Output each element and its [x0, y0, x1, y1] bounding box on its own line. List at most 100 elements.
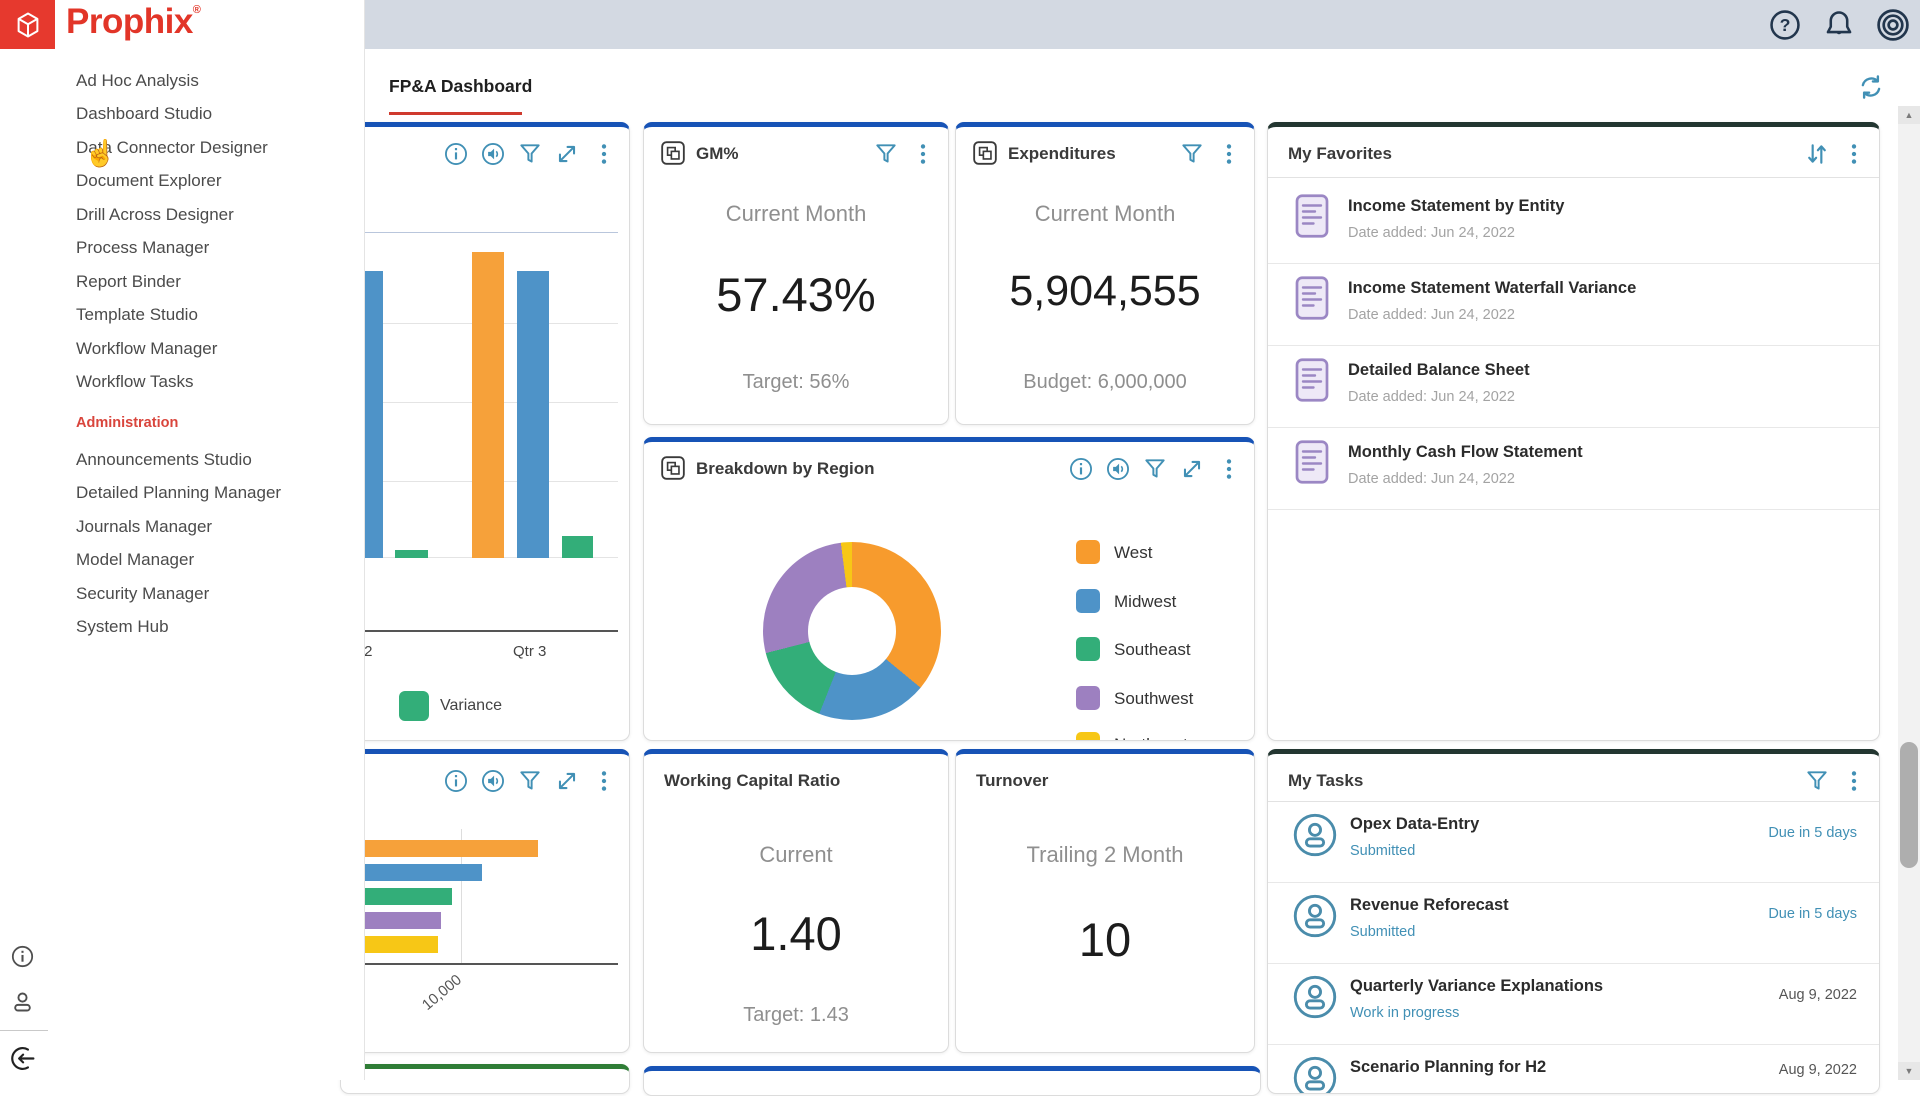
card-title: My Tasks — [1288, 771, 1363, 791]
sidebar-footer-divider — [0, 1030, 48, 1031]
sidebar-item-announcements-studio[interactable]: Announcements Studio — [76, 443, 356, 477]
task-item[interactable]: Scenario Planning for H2 Aug 9, 2022 — [1268, 1044, 1879, 1094]
filter-icon[interactable] — [1179, 141, 1205, 167]
sidebar-item-journals-manager[interactable]: Journals Manager — [76, 510, 356, 544]
card-title: Turnover — [976, 771, 1048, 791]
sidebar-item-document-explorer[interactable]: Document Explorer — [76, 165, 356, 199]
expand-icon[interactable] — [554, 141, 580, 167]
sidebar-item-process-manager[interactable]: Process Manager — [76, 232, 356, 266]
sidebar-item-detailed-planning-manager[interactable]: Detailed Planning Manager — [76, 477, 356, 511]
sort-icon[interactable] — [1804, 141, 1830, 167]
card-title: Working Capital Ratio — [664, 771, 840, 791]
audio-icon[interactable] — [480, 141, 506, 167]
info-icon[interactable] — [443, 141, 469, 167]
sidebar-item-model-manager[interactable]: Model Manager — [76, 544, 356, 578]
tab-active-underline — [389, 112, 522, 115]
kpi-target: Target: 56% — [644, 371, 948, 394]
legend-swatch-midwest — [1076, 589, 1100, 613]
kpi-period: Current — [644, 842, 948, 868]
audio-icon[interactable] — [1105, 456, 1131, 482]
info-icon[interactable] — [1068, 456, 1094, 482]
x-tick-10000: 10,000 — [419, 971, 465, 1014]
x-axis-line — [341, 630, 618, 632]
kebab-menu-icon[interactable] — [591, 141, 617, 167]
filter-icon[interactable] — [873, 141, 899, 167]
filter-icon[interactable] — [517, 141, 543, 167]
expand-icon[interactable] — [554, 768, 580, 794]
sidebar-item-security-manager[interactable]: Security Manager — [76, 577, 356, 611]
kebab-menu-icon[interactable] — [1841, 141, 1867, 167]
prophix-logo-box[interactable] — [0, 0, 55, 49]
filter-icon[interactable] — [517, 768, 543, 794]
legend-swatch-southwest — [1076, 686, 1100, 710]
sidebar-item-workflow-tasks[interactable]: Workflow Tasks — [76, 366, 356, 400]
kpi-value: 1.40 — [644, 906, 948, 961]
sidebar-nav: Ad Hoc Analysis Dashboard Studio Data Co… — [76, 64, 356, 399]
favorite-item[interactable]: Income Statement by Entity Date added: J… — [1268, 181, 1879, 263]
info-icon[interactable] — [10, 944, 35, 969]
kebab-menu-icon[interactable] — [1841, 768, 1867, 794]
task-title: Opex Data-Entry — [1350, 815, 1479, 834]
legend-label-variance: Variance — [440, 697, 502, 715]
favorite-item[interactable]: Detailed Balance Sheet Date added: Jun 2… — [1268, 345, 1879, 427]
filter-icon[interactable] — [1142, 456, 1168, 482]
filter-icon[interactable] — [1804, 768, 1830, 794]
kpi-period: Trailing 2 Month — [956, 842, 1254, 868]
scroll-up-button[interactable]: ▲ — [1898, 106, 1920, 124]
sidebar-item-ad-hoc-analysis[interactable]: Ad Hoc Analysis — [76, 64, 356, 98]
user-icon[interactable] — [9, 988, 36, 1015]
card-title: My Favorites — [1288, 144, 1392, 164]
task-due: Aug 9, 2022 — [1779, 1062, 1857, 1078]
gm-kpi-card: GM% Current Month 57.43% Target: 56% — [643, 122, 949, 425]
legend-label-northeast: Northeast — [1114, 735, 1188, 741]
scroll-down-button[interactable]: ▼ — [1898, 1062, 1920, 1080]
pages-icon — [660, 455, 686, 481]
hand-cursor: ☝ — [84, 138, 116, 169]
favorite-date: Date added: Jun 24, 2022 — [1348, 225, 1515, 241]
hbar-plot — [341, 840, 618, 953]
task-item[interactable]: Quarterly Variance Explanations Work in … — [1268, 963, 1879, 1044]
task-item[interactable]: Revenue Reforecast Submitted Due in 5 da… — [1268, 882, 1879, 963]
sidebar-item-report-binder[interactable]: Report Binder — [76, 265, 356, 299]
audio-icon[interactable] — [480, 768, 506, 794]
report-doc-icon — [1294, 275, 1330, 321]
legend-label-west: West — [1114, 543, 1152, 563]
sidebar-item-dashboard-studio[interactable]: Dashboard Studio — [76, 98, 356, 132]
task-status: Work in progress — [1350, 1005, 1459, 1021]
bar-chart-plot — [341, 232, 618, 558]
legend-swatch-northeast — [1076, 732, 1100, 741]
tab-fpa-dashboard[interactable]: FP&A Dashboard — [389, 76, 532, 97]
info-icon[interactable] — [443, 768, 469, 794]
task-item[interactable]: Opex Data-Entry Submitted Due in 5 days — [1268, 801, 1879, 882]
expenditures-kpi-card: Expenditures Current Month 5,904,555 Bud… — [955, 122, 1255, 425]
favorite-item[interactable]: Monthly Cash Flow Statement Date added: … — [1268, 427, 1879, 509]
brand-wordmark: Prophix® — [66, 2, 200, 42]
legend-label-southeast: Southeast — [1114, 640, 1191, 660]
task-status: Submitted — [1350, 843, 1415, 859]
vertical-scrollbar[interactable] — [1898, 106, 1920, 1080]
favorite-date: Date added: Jun 24, 2022 — [1348, 389, 1515, 405]
kebab-menu-icon[interactable] — [591, 768, 617, 794]
bell-icon[interactable] — [1822, 8, 1856, 42]
favorite-date: Date added: Jun 24, 2022 — [1348, 471, 1515, 487]
kebab-menu-icon[interactable] — [910, 141, 936, 167]
scrollbar-thumb[interactable] — [1900, 742, 1918, 868]
report-doc-icon — [1294, 193, 1330, 239]
sidebar-item-system-hub[interactable]: System Hub — [76, 611, 356, 645]
expand-icon[interactable] — [1179, 456, 1205, 482]
sidebar-item-workflow-manager[interactable]: Workflow Manager — [76, 332, 356, 366]
sidebar: Prophix® Ad Hoc Analysis Dashboard Studi… — [0, 0, 365, 1080]
kebab-menu-icon[interactable] — [1216, 456, 1242, 482]
refresh-icon[interactable] — [1856, 72, 1886, 102]
sidebar-item-template-studio[interactable]: Template Studio — [76, 299, 356, 333]
kebab-menu-icon[interactable] — [1216, 141, 1242, 167]
logout-icon[interactable] — [8, 1044, 37, 1073]
task-user-icon — [1292, 893, 1338, 939]
favorite-item[interactable]: Income Statement Waterfall Variance Date… — [1268, 263, 1879, 345]
bullseye-icon[interactable] — [1875, 7, 1911, 43]
task-status: Submitted — [1350, 924, 1415, 940]
sidebar-item-data-connector-designer[interactable]: Data Connector Designer — [76, 131, 356, 165]
sidebar-item-drill-across-designer[interactable]: Drill Across Designer — [76, 198, 356, 232]
bar-qtr3-variance — [562, 536, 593, 558]
help-icon[interactable] — [1768, 8, 1802, 42]
